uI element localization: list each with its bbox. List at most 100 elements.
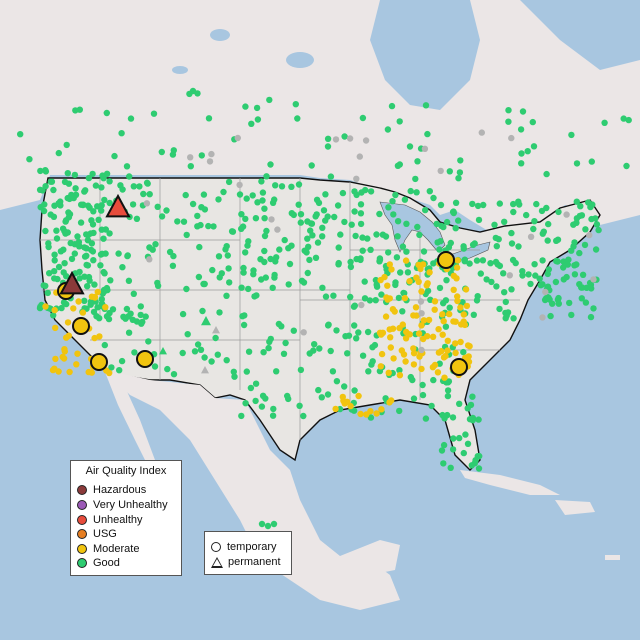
station-dot bbox=[242, 103, 249, 110]
station-dot bbox=[462, 431, 469, 438]
station-dot bbox=[288, 183, 295, 190]
station-dot bbox=[50, 213, 58, 220]
station-dot bbox=[502, 298, 509, 306]
station-dot bbox=[91, 293, 99, 301]
station-dot bbox=[87, 299, 95, 306]
station-dot bbox=[60, 299, 68, 306]
station-dot bbox=[65, 209, 72, 216]
station-dot bbox=[151, 363, 159, 370]
station-dot bbox=[582, 299, 590, 306]
station-dot bbox=[542, 288, 549, 296]
station-dot bbox=[261, 215, 268, 222]
station-dot bbox=[238, 412, 245, 420]
temporary-monitor bbox=[136, 350, 154, 368]
station-dot bbox=[242, 249, 249, 256]
legend-label: Unhealthy bbox=[93, 514, 143, 526]
station-dot bbox=[100, 268, 107, 276]
station-dot bbox=[72, 185, 79, 192]
station-dot bbox=[365, 368, 372, 375]
station-dot bbox=[230, 368, 237, 375]
station-dot bbox=[341, 383, 348, 390]
station-dot bbox=[74, 233, 81, 240]
station-dot bbox=[199, 307, 206, 315]
station-dot bbox=[83, 245, 90, 252]
station-dot bbox=[454, 257, 461, 264]
station-dot bbox=[492, 234, 499, 242]
station-dot bbox=[44, 289, 51, 297]
station-dot bbox=[142, 313, 149, 320]
station-dot bbox=[430, 260, 437, 267]
station-dot bbox=[84, 202, 92, 209]
station-dot bbox=[183, 285, 190, 293]
station-dot bbox=[122, 315, 129, 322]
station-dot bbox=[539, 314, 546, 321]
station-dot bbox=[63, 141, 70, 149]
station-dot bbox=[369, 344, 376, 351]
station-dot bbox=[99, 290, 107, 297]
station-dot bbox=[456, 434, 463, 442]
station-dot bbox=[566, 299, 573, 307]
station-dot bbox=[184, 331, 191, 338]
lake bbox=[210, 29, 230, 41]
unhealthy-swatch bbox=[77, 515, 87, 525]
station-dot bbox=[118, 130, 125, 137]
station-dot bbox=[361, 278, 368, 285]
station-dot bbox=[17, 131, 24, 138]
station-dot bbox=[456, 169, 464, 176]
station-dot bbox=[463, 302, 471, 310]
station-dot bbox=[238, 284, 245, 291]
station-dot bbox=[440, 223, 447, 231]
station-dot bbox=[394, 233, 401, 240]
station-dot bbox=[123, 305, 131, 313]
station-dot bbox=[501, 289, 508, 296]
station-dot bbox=[436, 246, 443, 253]
station-dot bbox=[64, 170, 72, 177]
station-dot bbox=[431, 306, 438, 313]
station-dot bbox=[196, 243, 203, 251]
station-dot bbox=[424, 333, 431, 340]
station-dot bbox=[341, 218, 348, 226]
legend-item-hazardous: Hazardous bbox=[77, 483, 146, 497]
station-dot bbox=[258, 403, 266, 410]
station-dot bbox=[577, 203, 584, 210]
station-dot bbox=[252, 215, 260, 222]
station-dot bbox=[394, 162, 402, 169]
station-dot bbox=[264, 522, 272, 530]
station-dot bbox=[260, 349, 267, 356]
station-dot bbox=[565, 256, 572, 263]
station-dot bbox=[52, 355, 59, 363]
station-dot bbox=[455, 175, 462, 182]
station-dot bbox=[352, 232, 359, 240]
station-dot bbox=[324, 391, 332, 398]
station-dot bbox=[118, 357, 126, 365]
circle-icon bbox=[211, 542, 221, 552]
canada-land bbox=[0, 0, 640, 232]
station-dot bbox=[444, 347, 451, 354]
station-dot bbox=[396, 118, 403, 125]
station-dot bbox=[145, 338, 152, 345]
station-dot bbox=[133, 215, 141, 222]
station-dot bbox=[568, 131, 575, 139]
station-dot bbox=[209, 266, 216, 274]
station-dot bbox=[414, 158, 421, 165]
station-dot bbox=[587, 281, 595, 288]
station-dot bbox=[330, 292, 337, 299]
station-dot bbox=[98, 296, 106, 303]
station-dot bbox=[106, 230, 113, 237]
station-dot bbox=[508, 134, 515, 142]
station-dot bbox=[372, 297, 379, 304]
station-dot bbox=[508, 229, 515, 237]
station-dot bbox=[109, 306, 117, 313]
good-swatch bbox=[77, 558, 87, 568]
station-dot bbox=[431, 298, 439, 305]
station-dot bbox=[471, 460, 478, 467]
station-dot bbox=[51, 306, 58, 314]
station-dot bbox=[413, 189, 420, 196]
station-dot bbox=[261, 232, 269, 240]
station-dot bbox=[409, 376, 416, 384]
station-dot bbox=[249, 192, 256, 199]
station-dot bbox=[440, 441, 448, 449]
station-dot bbox=[259, 197, 266, 204]
station-dot bbox=[563, 211, 570, 218]
